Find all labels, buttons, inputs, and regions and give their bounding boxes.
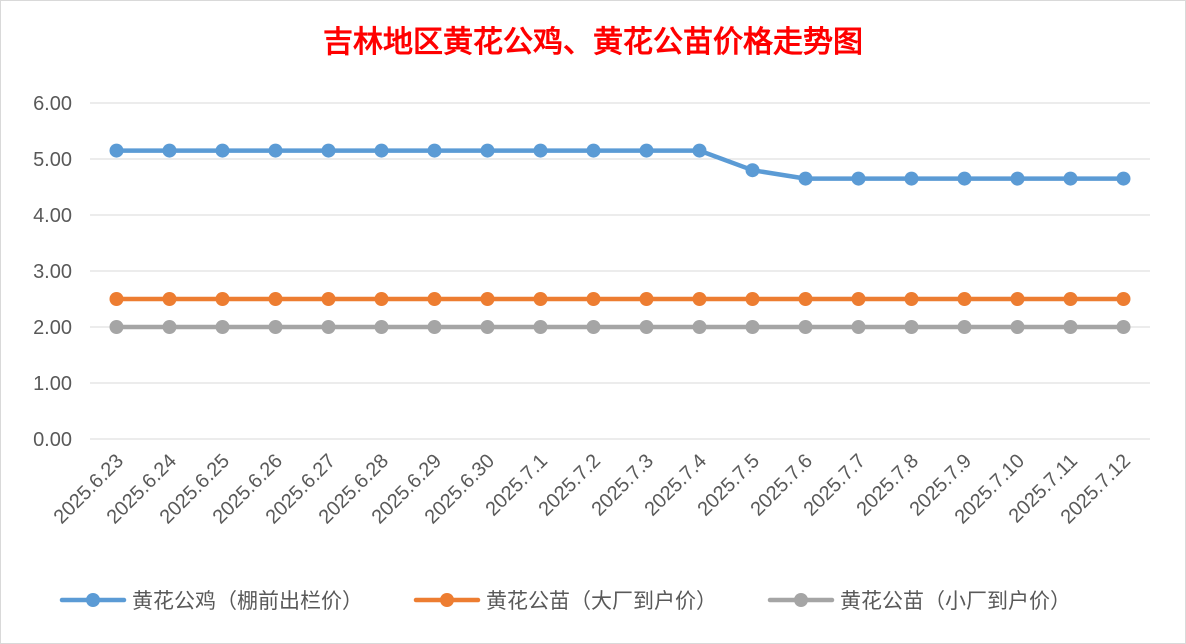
legend-item: 黄花公鸡（棚前出栏价） — [59, 589, 363, 613]
series-line — [114, 148, 1126, 181]
y-tick-label: 4.00 — [33, 205, 72, 227]
series-3 — [109, 320, 1131, 334]
series-group — [109, 143, 1131, 334]
data-point — [798, 320, 813, 334]
data-point — [162, 320, 177, 334]
data-point — [586, 143, 601, 158]
data-point — [533, 143, 548, 158]
data-point — [851, 171, 866, 186]
data-point — [586, 292, 601, 306]
data-point — [745, 292, 760, 306]
data-point — [109, 320, 124, 334]
data-point — [374, 143, 389, 158]
y-tick-label: 6.00 — [33, 93, 72, 115]
data-point — [957, 171, 972, 186]
data-point — [692, 292, 707, 306]
data-point — [162, 292, 177, 306]
data-point — [480, 292, 495, 306]
data-point — [692, 320, 707, 334]
legend-swatch-marker — [440, 593, 454, 607]
legend-label: 黄花公苗（大厂到户价） — [486, 589, 717, 613]
data-point — [533, 320, 548, 334]
legend-item: 黄花公苗（小厂到户价） — [767, 589, 1071, 613]
legend-swatch-marker — [794, 593, 808, 607]
y-tick-label: 1.00 — [33, 373, 72, 395]
data-point — [109, 143, 124, 158]
chart-title: 吉林地区黄花公鸡、黄花公苗价格走势图 — [323, 25, 863, 60]
data-point — [1010, 171, 1025, 186]
data-point — [321, 292, 336, 306]
data-point — [745, 320, 760, 334]
data-point — [1010, 292, 1025, 306]
data-point — [215, 292, 230, 306]
legend-swatch-marker — [86, 593, 100, 607]
data-point — [480, 143, 495, 158]
data-point — [109, 292, 124, 306]
data-point — [162, 143, 177, 158]
legend-label: 黄花公鸡（棚前出栏价） — [132, 589, 363, 613]
data-point — [1010, 320, 1025, 334]
data-point — [851, 320, 866, 334]
data-point — [321, 143, 336, 158]
legend: 黄花公鸡（棚前出栏价） 黄花公苗（大厂到户价） 黄花公苗（小厂到户价） — [59, 589, 1071, 613]
data-point — [480, 320, 495, 334]
data-point — [1116, 320, 1131, 334]
legend-item: 黄花公苗（大厂到户价） — [413, 589, 717, 613]
data-point — [957, 292, 972, 306]
data-point — [904, 320, 919, 334]
data-point — [851, 292, 866, 306]
legend-label: 黄花公苗（小厂到户价） — [840, 589, 1071, 613]
data-point — [639, 143, 654, 158]
data-point — [639, 320, 654, 334]
grid-lines — [90, 102, 1150, 440]
data-point — [374, 320, 389, 334]
data-point — [1116, 292, 1131, 306]
data-point — [268, 143, 283, 158]
data-point — [215, 143, 230, 158]
data-point — [586, 320, 601, 334]
data-point — [904, 171, 919, 186]
y-tick-label: 2.00 — [33, 317, 72, 339]
y-axis-ticks: 0.00 1.00 2.00 3.00 4.00 5.00 6.00 — [33, 93, 72, 451]
data-point — [1063, 171, 1078, 186]
series-1 — [109, 143, 1131, 186]
data-point — [1063, 292, 1078, 306]
data-point — [798, 171, 813, 186]
data-point — [268, 320, 283, 334]
y-tick-label: 5.00 — [33, 149, 72, 171]
data-point — [904, 292, 919, 306]
data-point — [533, 292, 548, 306]
data-point — [268, 292, 283, 306]
data-point — [215, 320, 230, 334]
series-2 — [109, 292, 1131, 306]
data-point — [1116, 171, 1131, 186]
data-point — [427, 320, 442, 334]
data-point — [427, 292, 442, 306]
data-point — [321, 320, 336, 334]
data-point — [1063, 320, 1078, 334]
x-axis-ticks: 2025.6.232025.6.242025.6.252025.6.262025… — [50, 450, 1135, 528]
data-point — [692, 143, 707, 158]
data-point — [427, 143, 442, 158]
data-point — [374, 292, 389, 306]
data-point — [745, 163, 760, 178]
y-tick-label: 3.00 — [33, 261, 72, 283]
data-point — [957, 320, 972, 334]
y-tick-label: 0.00 — [33, 429, 72, 451]
data-point — [639, 292, 654, 306]
data-point — [798, 292, 813, 306]
